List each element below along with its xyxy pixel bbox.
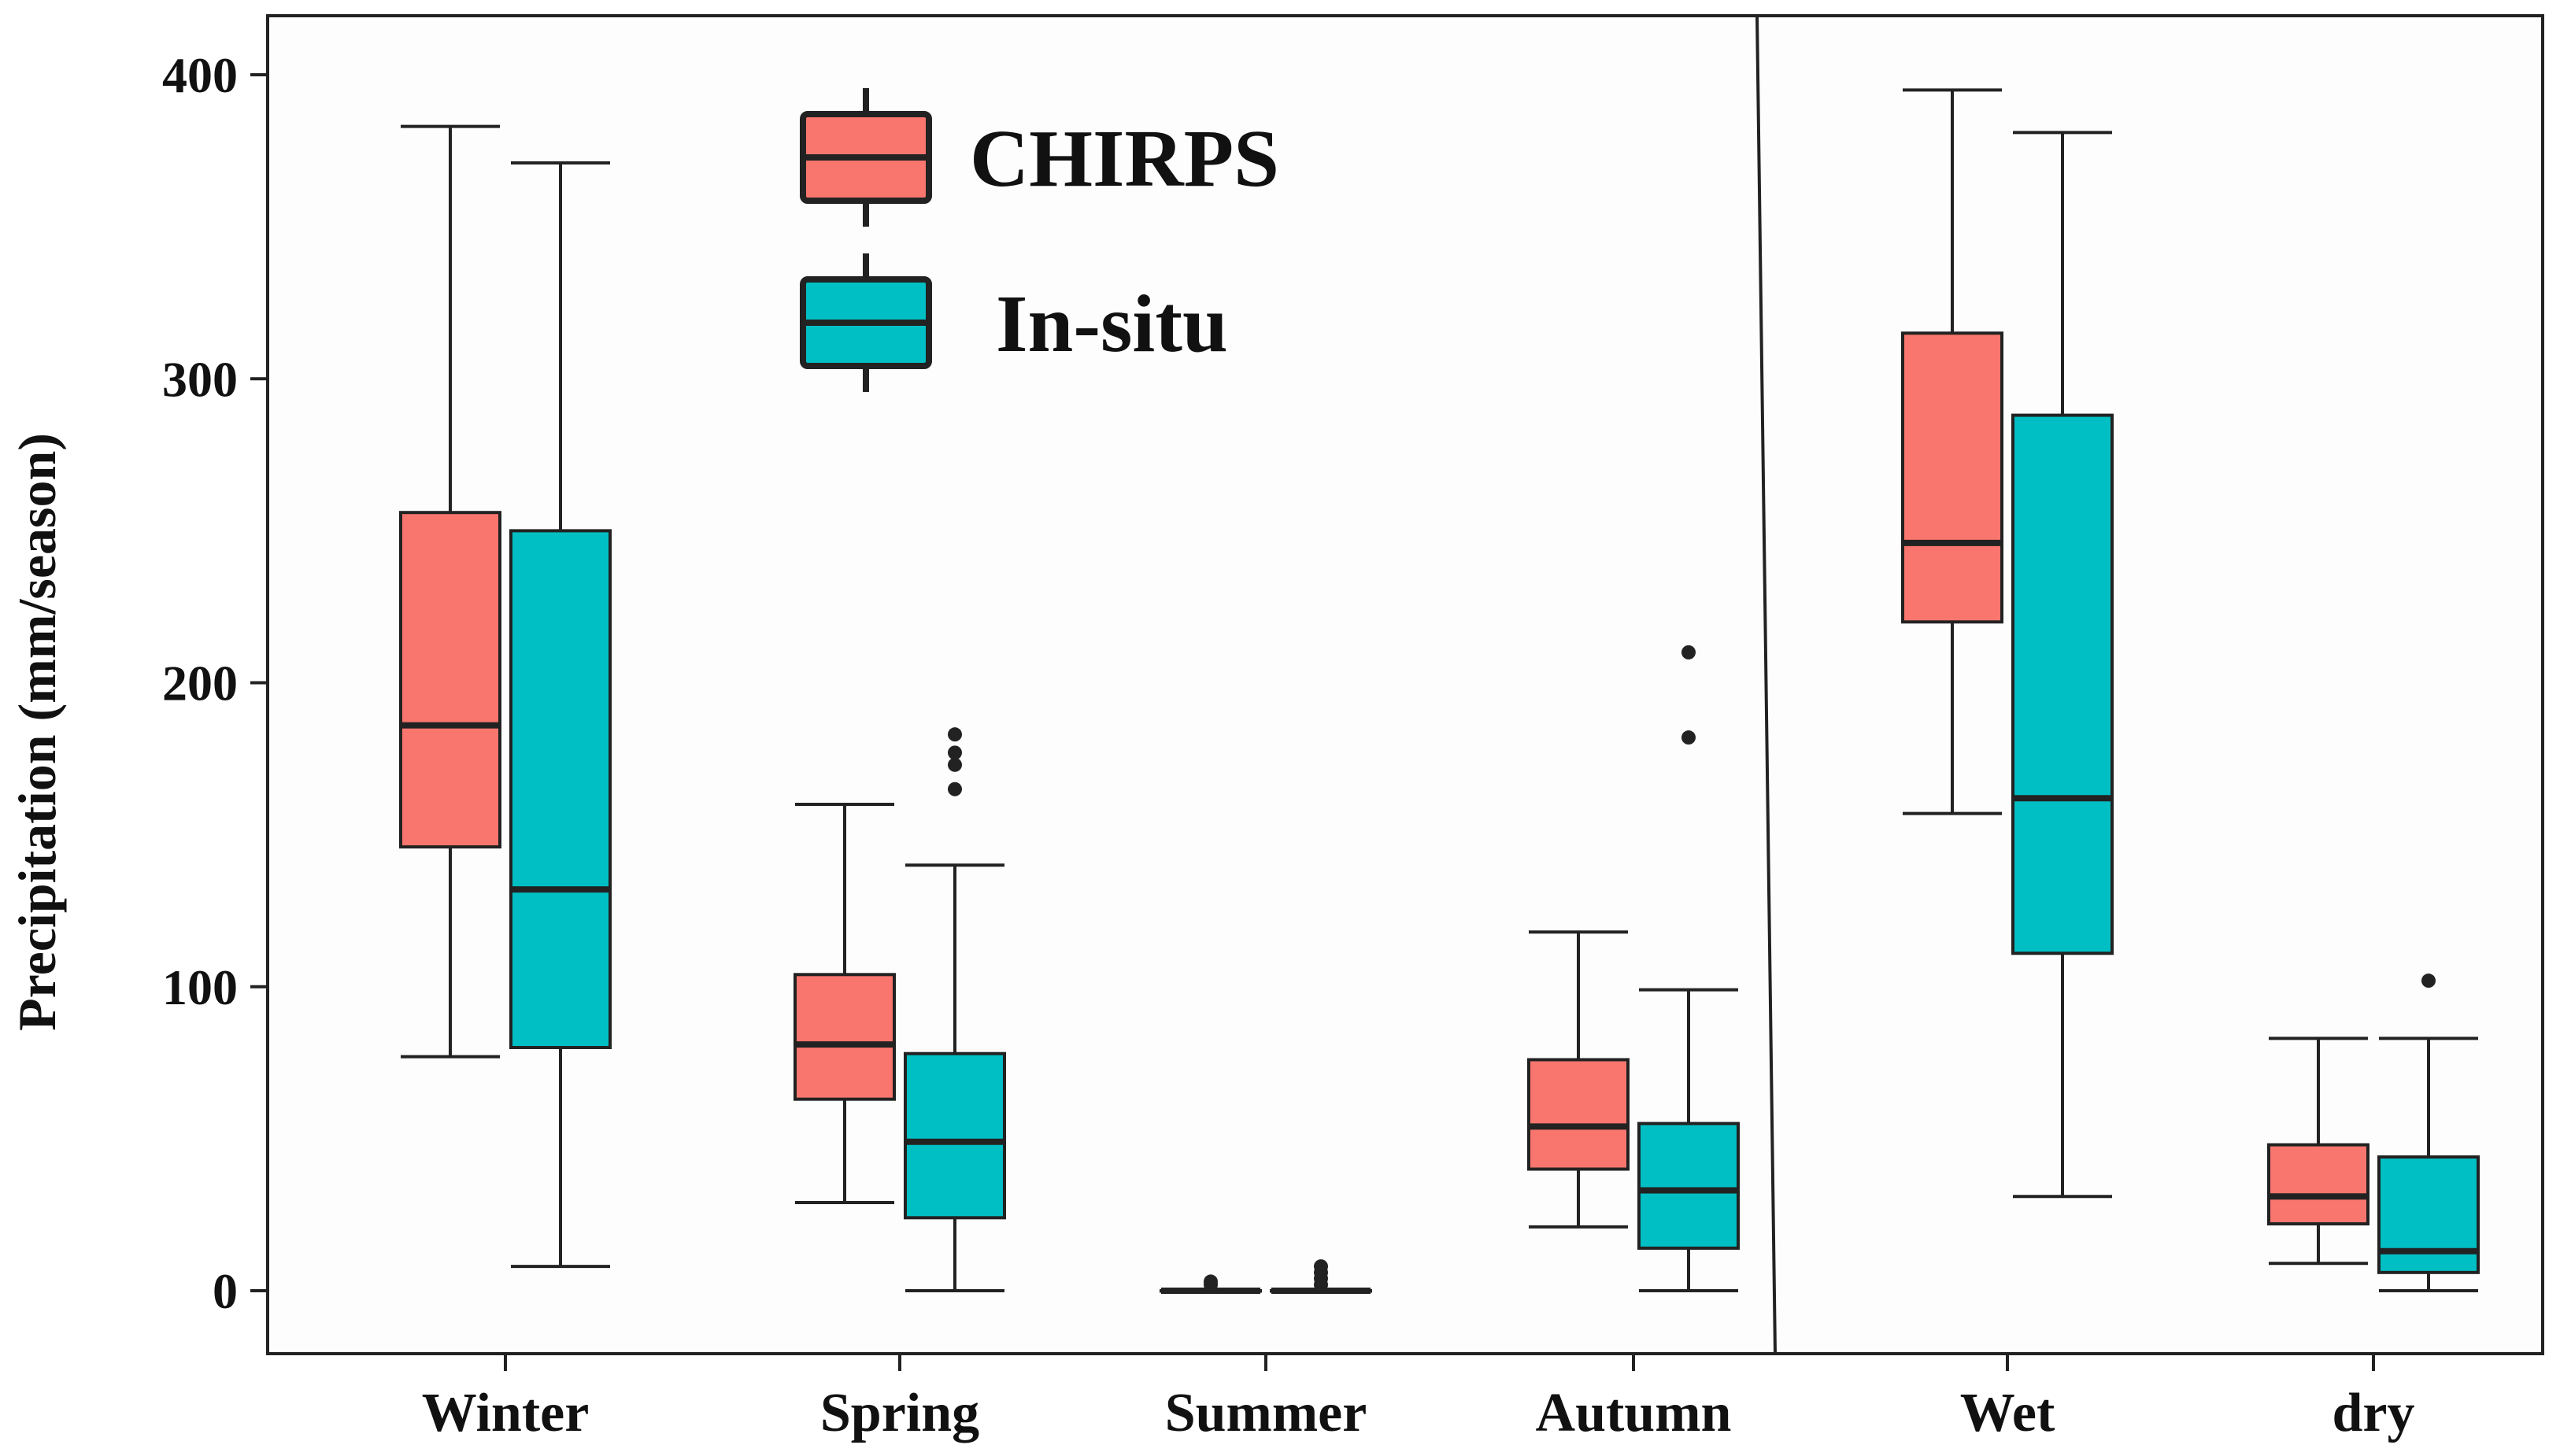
box-in-situ-autumn (1637, 645, 1740, 1292)
legend-item-chirps: CHIRPS (800, 88, 1279, 227)
legend-label: CHIRPS (970, 113, 1279, 204)
outlier-point (1681, 645, 1696, 660)
y-tick-label: 300 (162, 351, 238, 407)
iqr-box (794, 973, 896, 1101)
box-chirps-summer (1160, 1274, 1262, 1294)
box-chirps-wet (1901, 88, 2003, 815)
x-category-label: dry (2332, 1383, 2415, 1443)
box-chirps-autumn (1527, 930, 1630, 1229)
x-category-label: Wet (1960, 1383, 2055, 1443)
plot-frame (266, 14, 2544, 1355)
box-chirps-winter (399, 124, 501, 1059)
y-tick-label: 100 (162, 959, 238, 1015)
season-divider (1755, 15, 1777, 1354)
legend: CHIRPS In-situ (800, 88, 1279, 392)
outlier-point (2421, 974, 2436, 989)
x-category-label: Autumn (1536, 1383, 1732, 1443)
iqr-box (509, 529, 612, 1049)
iqr-box (1527, 1058, 1630, 1171)
outlier-point (948, 745, 962, 760)
y-tick-label: 0 (213, 1263, 238, 1319)
iqr-box (2267, 1143, 2369, 1226)
iqr-box (399, 511, 501, 849)
iqr-box (1637, 1122, 1740, 1250)
y-tick-label: 200 (162, 656, 238, 711)
outlier-point (948, 782, 962, 796)
box-chirps-dry (2267, 1037, 2369, 1266)
x-category-label: Spring (820, 1383, 979, 1443)
outlier-point (948, 757, 962, 772)
legend-label: In-situ (996, 279, 1228, 369)
box-in-situ-winter (509, 161, 612, 1269)
y-tick-label: 400 (162, 47, 238, 103)
iqr-box (904, 1051, 1006, 1220)
plot-area (399, 88, 2480, 1294)
y-axis: 0 100 200 300 400 (162, 47, 268, 1319)
box-in-situ-wet (2011, 131, 2114, 1199)
legend-item-in-situ: In-situ (800, 253, 1228, 392)
box-in-situ-dry (2377, 974, 2480, 1292)
outlier-point (1681, 730, 1696, 745)
box-in-situ-summer (1270, 1259, 1372, 1294)
iqr-box (2011, 413, 2114, 955)
y-axis-label: Precipitation (mm/season) (7, 433, 67, 1031)
iqr-box (2377, 1155, 2480, 1274)
x-category-label: Winter (422, 1383, 590, 1443)
x-category-label: Summer (1165, 1383, 1367, 1443)
box-in-situ-spring (904, 727, 1006, 1292)
outlier-point (1314, 1259, 1328, 1274)
outlier-point (1204, 1274, 1218, 1289)
iqr-box (1901, 331, 2003, 624)
outlier-point (948, 727, 962, 742)
box-chirps-spring (794, 803, 896, 1204)
x-axis: Winter Spring Summer Autumn Wet dry (422, 1354, 2415, 1443)
